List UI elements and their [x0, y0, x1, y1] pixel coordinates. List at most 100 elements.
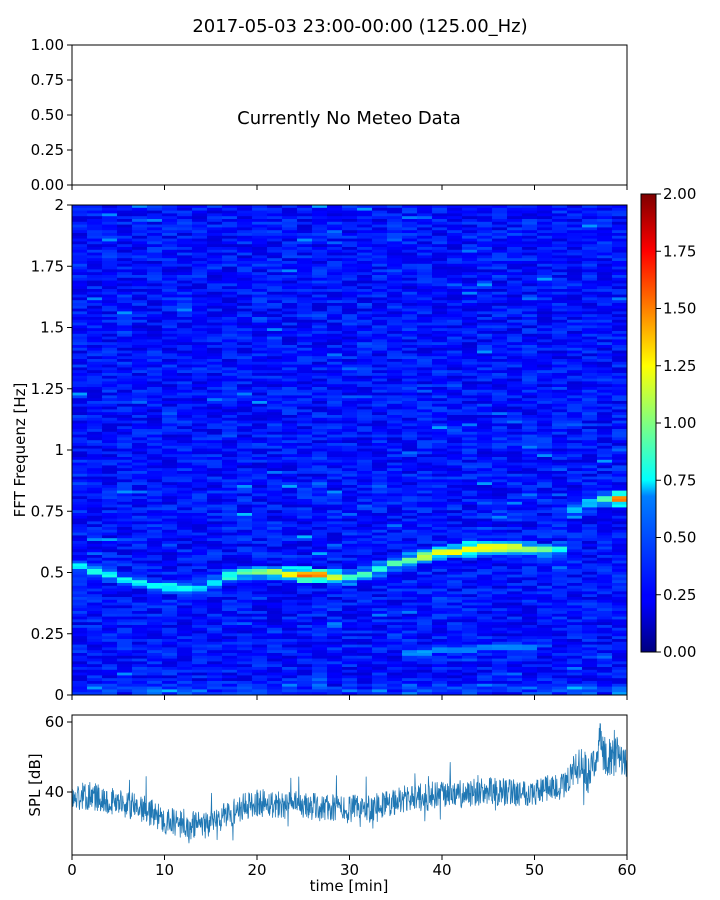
spectrogram-cell	[222, 207, 238, 212]
spectrogram-cell	[492, 415, 508, 419]
spectrogram-cell	[372, 244, 388, 248]
spectrogram-cell	[177, 342, 193, 346]
spectrogram-cell	[462, 459, 478, 464]
spectrogram-cell	[567, 412, 583, 416]
spectrogram-cell	[357, 476, 373, 480]
spectrogram-cell	[282, 541, 298, 545]
spectrogram-cell	[387, 454, 403, 458]
spectrogram-cell	[537, 557, 553, 562]
spectrogram-cell	[222, 510, 238, 514]
spectrogram-cell	[162, 409, 178, 413]
spectrogram-cell	[552, 501, 568, 506]
spectrogram-cell	[522, 445, 538, 450]
spectrogram-cell	[582, 347, 598, 352]
spectrogram-cell	[192, 457, 208, 461]
spectrogram-cell	[357, 532, 373, 536]
spectrogram-cell	[297, 518, 313, 522]
spectrogram-cell	[267, 230, 283, 234]
spectrogram-cell	[372, 375, 388, 380]
spectrogram-cell	[297, 207, 313, 212]
spectrogram-cell	[582, 283, 598, 287]
spectrogram-cell	[582, 504, 598, 508]
spectrogram-cell	[612, 560, 627, 564]
spectrogram-cell	[72, 347, 88, 352]
spectrogram-cell	[177, 549, 193, 553]
spectrogram-cell	[597, 457, 613, 461]
spectrogram-cell	[72, 560, 88, 564]
spectrogram-cell	[222, 303, 238, 307]
spectrogram-cell	[387, 356, 403, 360]
spectrogram-cell	[72, 266, 88, 270]
spectrogram-cell	[102, 465, 118, 469]
spectrogram-cell	[612, 328, 627, 332]
spectrogram-cell	[222, 434, 238, 438]
spectrogram-cell	[297, 406, 313, 410]
spectrogram-cell	[87, 269, 103, 273]
spectrogram-cell	[432, 322, 448, 326]
spectrogram-cell	[462, 448, 478, 452]
spectrogram-cell	[72, 367, 88, 371]
spectrogram-cell	[102, 552, 118, 556]
spectrogram-cell	[162, 342, 178, 346]
spectrogram-cell	[567, 574, 583, 578]
spectrogram-cell	[237, 417, 253, 422]
spectrogram-cell	[522, 247, 538, 251]
spectrogram-cell	[252, 230, 268, 234]
spectrogram-cell	[237, 221, 253, 226]
spectrogram-cell	[342, 493, 358, 497]
spectrogram-cell	[507, 501, 523, 506]
spectrogram-cell	[87, 230, 103, 234]
spectrogram-cell	[387, 258, 403, 262]
spectrogram-cell	[477, 541, 493, 545]
spectrogram-cell	[462, 350, 478, 354]
spectrogram-cell	[492, 308, 508, 312]
spectrogram-cell	[477, 527, 493, 531]
spectrogram-cell	[177, 361, 193, 366]
spectrogram-cell	[462, 300, 478, 304]
spectrogram-cell	[267, 571, 283, 576]
spectrogram-cell	[297, 317, 313, 321]
spectrogram-cell	[252, 333, 268, 338]
spectrogram-cell	[567, 322, 583, 326]
spectrogram-cell	[132, 431, 148, 436]
spectrogram-cell	[507, 524, 523, 528]
spectrogram-cell	[462, 445, 478, 450]
spectrogram-cell	[207, 280, 223, 284]
spectrogram-cell	[132, 216, 148, 220]
spectrogram-cell	[612, 549, 627, 553]
spectrogram-cell	[387, 468, 403, 472]
spectrogram-cell	[552, 510, 568, 514]
spectrogram-cell	[552, 367, 568, 371]
spectrogram-cell	[342, 367, 358, 371]
spectrogram-cell	[342, 490, 358, 494]
spectrogram-cell	[402, 269, 418, 273]
spectrogram-cell	[417, 510, 433, 514]
spectrogram-cell	[222, 420, 238, 424]
spectrogram-cell	[252, 409, 268, 413]
spectrogram-cell	[612, 356, 627, 360]
spectrogram-cell	[342, 515, 358, 520]
spectrogram-cell	[72, 213, 88, 217]
spectrogram-cell	[87, 319, 103, 324]
spectrogram-cell	[462, 541, 478, 545]
spectrogram-cell	[357, 252, 373, 256]
spectrogram-cell	[267, 275, 283, 279]
spectrogram-cell	[537, 384, 553, 388]
spectrogram-cell	[117, 381, 133, 385]
spectrogram-cell	[612, 409, 627, 413]
spectrogram-cell	[612, 213, 627, 217]
spectrogram-cell	[312, 476, 328, 480]
spectrogram-cell	[552, 213, 568, 217]
spectrogram-cell	[612, 521, 627, 525]
spectrogram-cell	[432, 563, 448, 567]
spectrogram-cell	[507, 499, 523, 503]
spectrogram-cell	[252, 221, 268, 226]
spectrogram-cell	[612, 459, 627, 464]
spectrogram-cell	[207, 501, 223, 506]
spectrogram-cell	[492, 431, 508, 436]
spectrogram-cell	[147, 378, 163, 382]
spectrogram-cell	[432, 434, 448, 438]
spectrogram-cell	[117, 277, 133, 282]
spectrogram-cell	[492, 395, 508, 399]
spectrogram-cell	[372, 235, 388, 240]
